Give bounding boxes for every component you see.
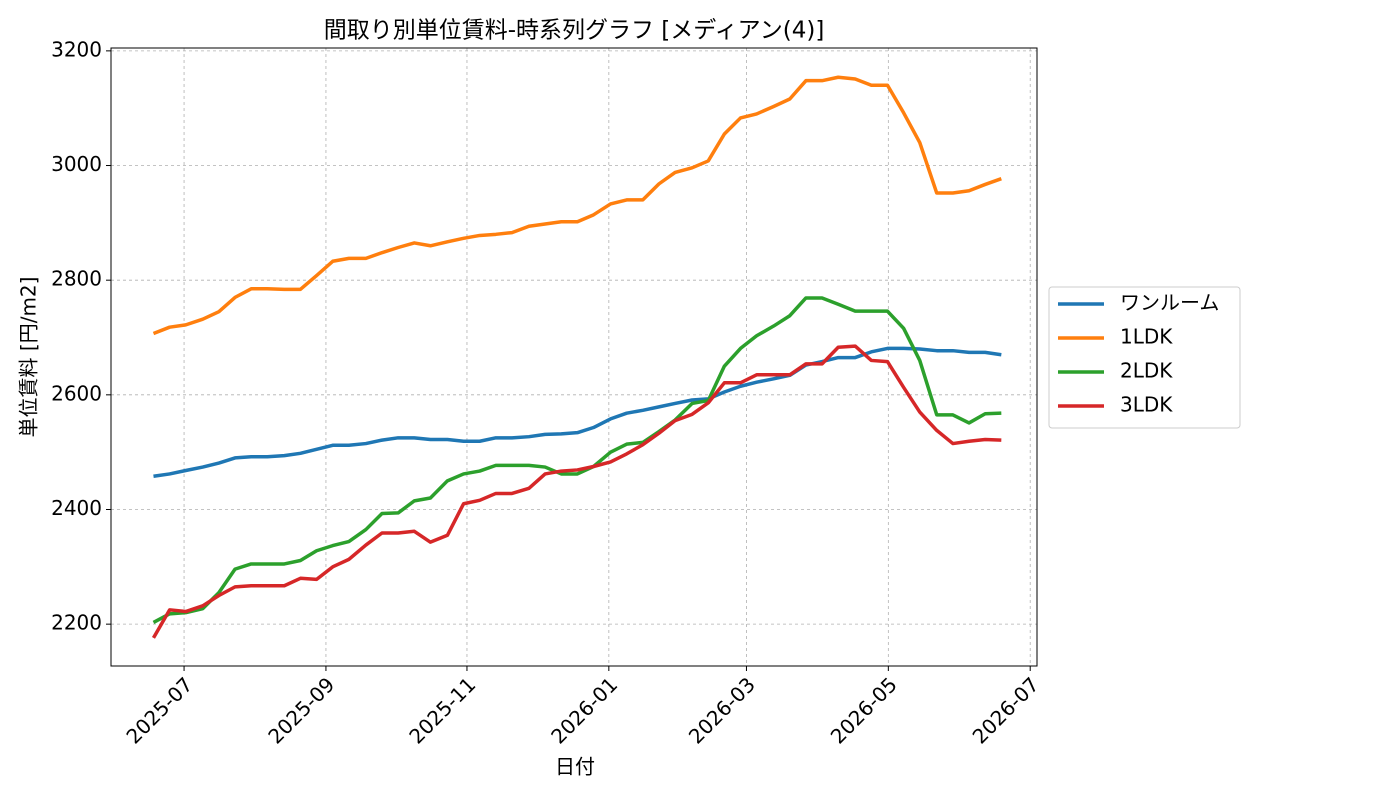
legend-label: ワンルーム [1120,291,1219,315]
series-line [153,346,1002,478]
series-line [152,296,1002,624]
x-axis-label: 日付 [555,755,595,779]
y-tick-label: 2600 [51,381,102,405]
series-line [151,344,1002,639]
plot-frame [110,47,1038,667]
y-axis-label: 単位賃料 [円/m2] [17,277,41,438]
legend-label: 3LDK [1120,393,1173,417]
legend-label: 1LDK [1120,325,1173,349]
series-line [152,75,1002,336]
y-tick-label: 2800 [51,267,102,291]
legend-box [1048,286,1241,429]
y-tick-label: 3200 [51,37,102,61]
y-tick-label: 2400 [51,496,102,520]
y-tick-label: 2200 [51,611,102,635]
legend-label: 2LDK [1120,359,1173,383]
chart-title: 間取り別単位賃料-時系列グラフ [メディアン(4)] [324,18,825,44]
y-tick-label: 3000 [51,152,102,176]
